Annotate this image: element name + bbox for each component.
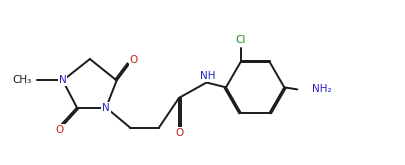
Text: N: N [59,75,67,85]
Text: NH₂: NH₂ [312,84,331,94]
Text: N: N [102,103,110,113]
Text: CH₃: CH₃ [13,75,32,85]
Text: O: O [130,55,138,65]
Text: Cl: Cl [235,35,246,45]
Text: NH: NH [200,71,215,81]
Text: O: O [56,125,64,135]
Text: O: O [175,128,183,138]
